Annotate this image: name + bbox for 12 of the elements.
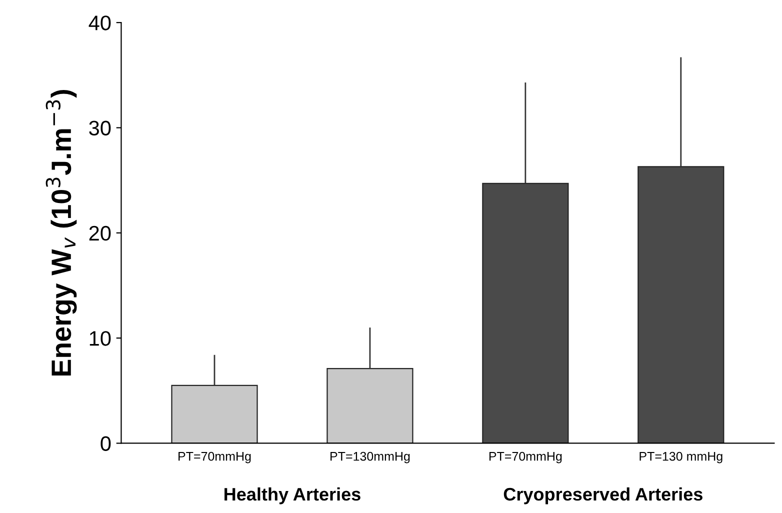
y-tick-label: 20	[89, 226, 111, 241]
x-tick-label: PT=70mmHg	[178, 452, 251, 464]
x-tick-label: PT=70mmHg	[489, 452, 562, 464]
y-tick-label: 10	[90, 331, 111, 346]
text: Healthy Arteries	[224, 487, 360, 504]
text: Cryopreserved Arteries	[504, 487, 702, 504]
y-tick-label: 40	[88, 16, 111, 30]
x-tick-label: PT=130 mmHg	[640, 452, 722, 464]
y-tick-label: 30	[89, 120, 111, 136]
x-tick-label: PT=130mmHg	[330, 452, 410, 464]
y-axis-title: Energy W$_{v}$ (10$^{3}$J.m$^{−3}$)	[46, 90, 77, 376]
y-tick-label: 0	[100, 436, 111, 451]
